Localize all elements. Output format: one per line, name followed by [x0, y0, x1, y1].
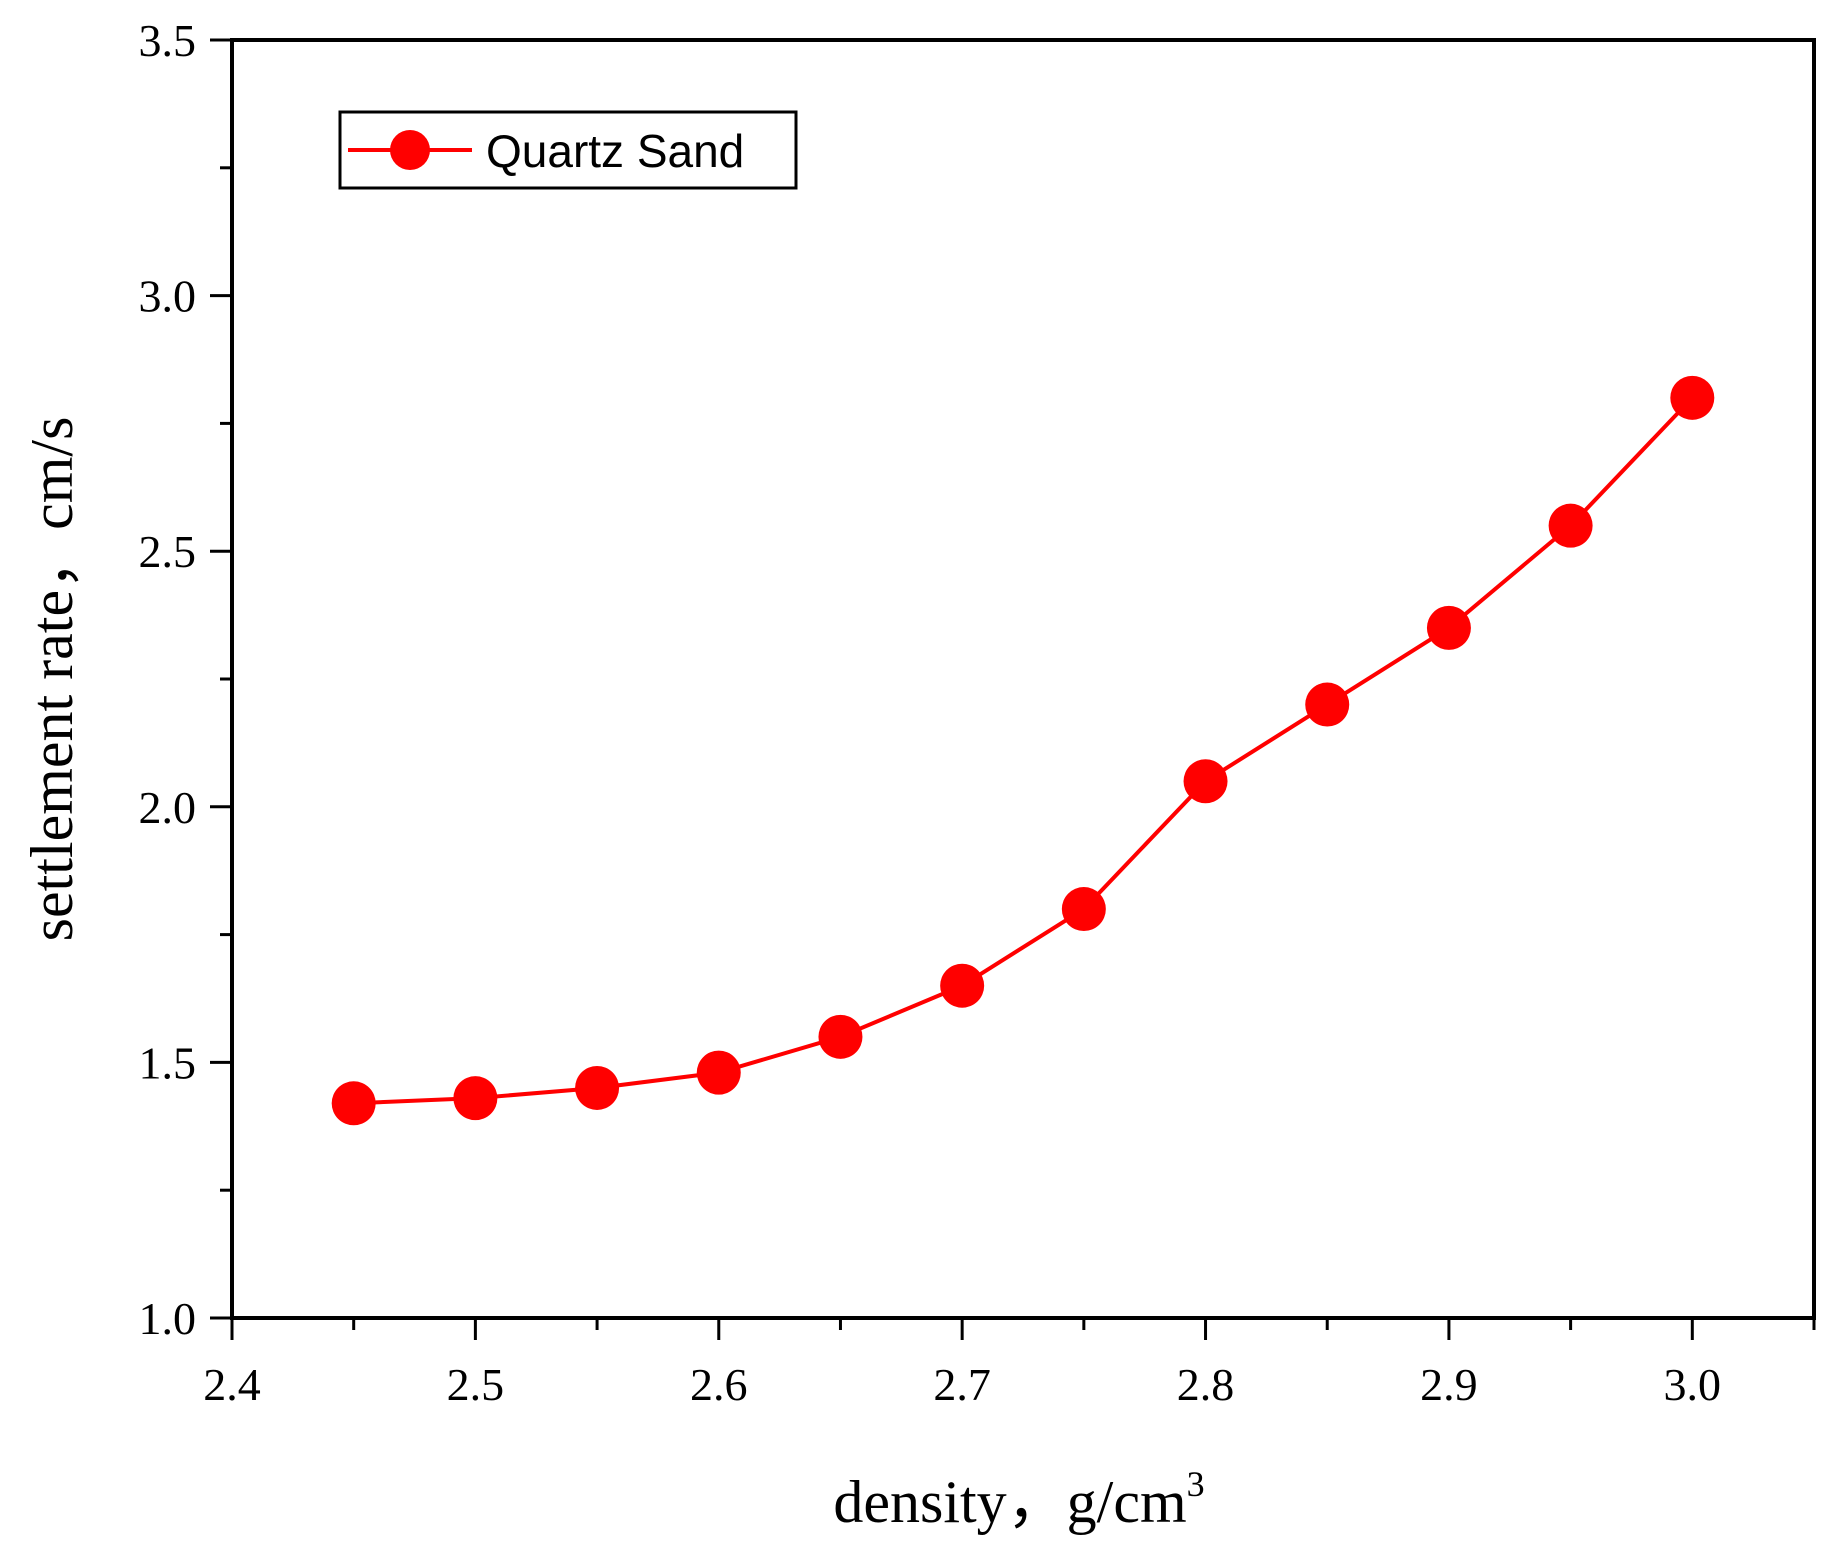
x-tick-label: 2.5 — [447, 1359, 505, 1410]
data-point — [1670, 375, 1715, 420]
y-tick-label: 3.5 — [139, 15, 197, 66]
data-point — [575, 1065, 620, 1110]
y-tick-label: 1.5 — [139, 1037, 197, 1088]
y-tick-label: 2.0 — [139, 782, 197, 833]
x-axis-title-text: density，g/cm — [833, 1469, 1186, 1535]
data-point — [1183, 759, 1228, 804]
data-point — [1305, 682, 1350, 727]
x-tick-label: 2.7 — [933, 1359, 991, 1410]
series-group — [331, 375, 1715, 1126]
y-tick-label: 1.0 — [139, 1293, 197, 1344]
data-point — [1426, 605, 1471, 650]
plot-frame — [230, 38, 1816, 1320]
data-point — [940, 963, 985, 1008]
x-axis-title-superscript: 3 — [1187, 1464, 1205, 1504]
x-axis-title: density，g/cm3 — [833, 1464, 1204, 1535]
y-axis-title: settlement rate，cm/s — [19, 417, 85, 942]
data-point — [1061, 887, 1106, 932]
legend: Quartz Sand — [338, 110, 798, 190]
data-point — [453, 1076, 498, 1121]
x-tick-label: 2.6 — [690, 1359, 748, 1410]
data-point — [1548, 503, 1593, 548]
y-tick-label: 3.0 — [139, 271, 197, 322]
x-tick-label: 3.0 — [1664, 1359, 1722, 1410]
data-point — [818, 1014, 863, 1059]
x-tick-label: 2.9 — [1420, 1359, 1478, 1410]
data-point — [696, 1050, 741, 1095]
data-point — [331, 1081, 376, 1126]
x-tick-label: 2.8 — [1177, 1359, 1235, 1410]
y-tick-label: 2.5 — [139, 526, 197, 577]
x-tick-label: 2.4 — [203, 1359, 261, 1410]
legend-marker — [390, 130, 430, 170]
series-line — [353, 396, 1694, 1106]
legend-label: Quartz Sand — [486, 125, 744, 177]
ticks: 2.4 2.5 2.6 2.7 2.8 2.9 3.0 1.0 1.5 2.0 2.5 3.0 3.5 — [139, 15, 1816, 1410]
